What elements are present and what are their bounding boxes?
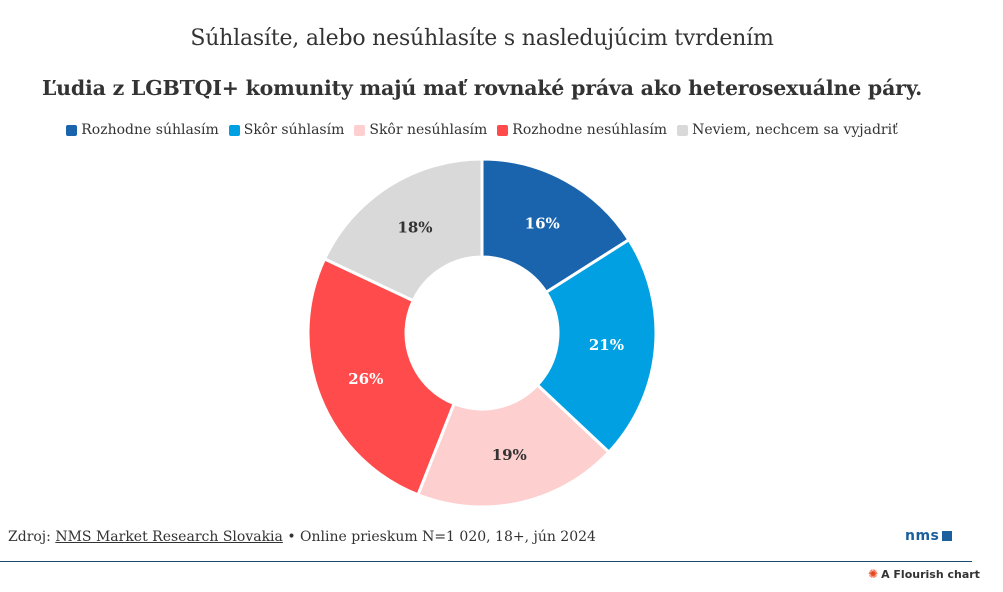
donut-slice[interactable] [415, 382, 611, 509]
legend: Rozhodne súhlasím Skôr súhlasím Skôr nesúh… [0, 122, 964, 138]
donut-slice[interactable] [322, 157, 484, 303]
footer-divider [0, 561, 972, 562]
slice-value-label: 18% [397, 218, 432, 236]
source-footer: Zdroj: NMS Market Research Slovakia • On… [8, 529, 596, 545]
logo-text: nms [905, 528, 940, 544]
legend-swatch [228, 124, 240, 136]
legend-item[interactable]: Rozhodne nesúhlasím [497, 122, 667, 138]
logo-square-icon [942, 531, 953, 541]
nms-logo: nms [905, 528, 953, 544]
legend-swatch [354, 124, 366, 136]
legend-label: Skôr súhlasím [243, 122, 345, 138]
legend-label: Rozhodne súhlasím [81, 122, 219, 138]
slice-value-label: 16% [525, 214, 560, 232]
source-prefix: Zdroj: [8, 529, 56, 545]
legend-item[interactable]: Rozhodne súhlasím [66, 122, 219, 138]
donut-chart: 16% 21% 19% 26% 18% [306, 157, 658, 509]
legend-swatch [497, 124, 509, 136]
source-link[interactable]: NMS Market Research Slovakia [55, 529, 283, 545]
legend-swatch [66, 124, 78, 136]
legend-label: Skôr nesúhlasím [369, 122, 488, 138]
slice-value-label: 26% [348, 370, 383, 388]
legend-label: Neviem, nechcem sa vyjadriť [692, 122, 898, 138]
flourish-logo-icon: ✺ [868, 567, 879, 581]
slice-value-label: 21% [589, 336, 624, 354]
legend-item[interactable]: Neviem, nechcem sa vyjadriť [677, 122, 898, 138]
legend-label: Rozhodne nesúhlasím [512, 122, 668, 138]
legend-item[interactable]: Skôr nesúhlasím [354, 122, 487, 138]
flourish-credit-text: A Flourish chart [881, 567, 980, 581]
chart-title: Súhlasíte, alebo nesúhlasíte s nasledujú… [190, 26, 774, 51]
donut-slice[interactable] [480, 157, 631, 295]
legend-swatch [677, 124, 689, 136]
flourish-credit[interactable]: ✺ A Flourish chart [868, 567, 980, 581]
donut-slice[interactable] [306, 256, 456, 497]
chart-subtitle: Ľudia z LGBTQI+ komunity majú mať rovnak… [41, 76, 923, 100]
source-details: • Online prieskum N=1 020, 18+, jún 2024 [282, 529, 596, 545]
slice-value-label: 19% [492, 446, 527, 464]
donut-slice[interactable] [535, 237, 658, 455]
legend-item[interactable]: Skôr súhlasím [228, 122, 345, 138]
